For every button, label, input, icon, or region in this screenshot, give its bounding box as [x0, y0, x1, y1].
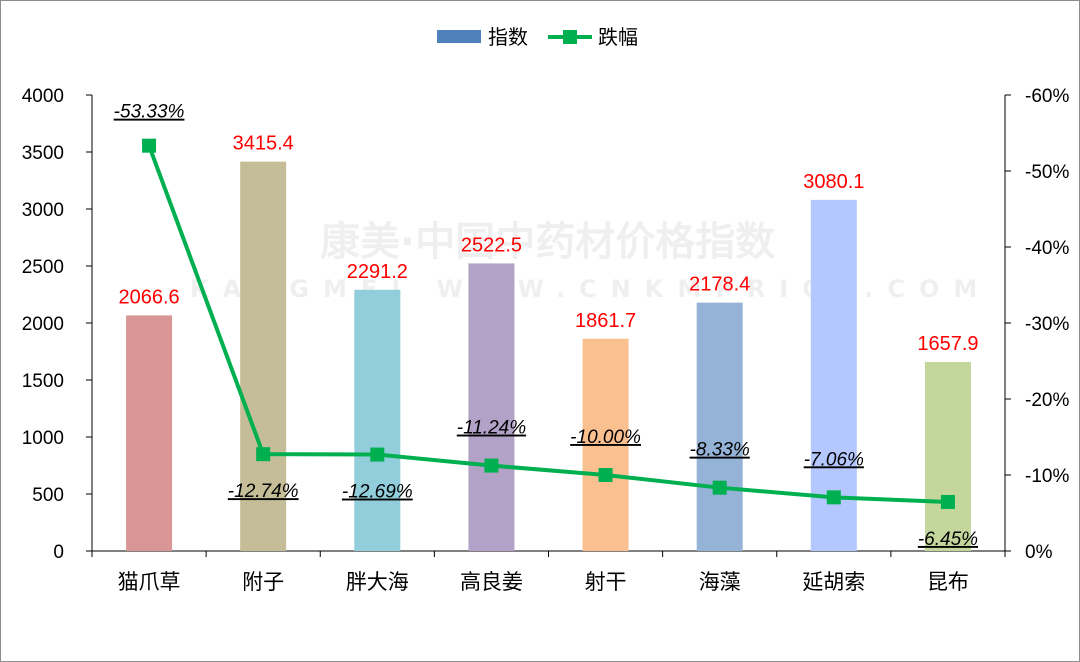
watermark-line2: KANGMEI WWW.CNKMPRICE.COM — [190, 275, 991, 303]
line-value-label: -10.00% — [570, 427, 641, 448]
bar-value-label: 2291.2 — [347, 261, 408, 283]
x-tick-label: 高良姜 — [460, 570, 523, 594]
line-value-label: -8.33% — [690, 440, 750, 461]
line-point — [370, 447, 385, 462]
line-point — [484, 458, 499, 473]
y-left-tick-label: 0 — [53, 542, 64, 563]
y-right-tick-label: -20% — [1025, 390, 1069, 411]
line-value-label: -6.45% — [918, 529, 978, 550]
line-path — [147, 144, 949, 504]
y-left-tick-label: 2000 — [22, 314, 64, 335]
bar-value-label: 1861.7 — [575, 310, 636, 332]
watermark: 康美·中国中药材价格指数 KANGMEI WWW.CNKMPRICE.COM — [190, 219, 991, 303]
legend-bar-label: 指数 — [488, 25, 528, 49]
bar-series — [126, 161, 971, 552]
line-value-label: -53.33% — [114, 102, 185, 123]
bar-value-label: 2522.5 — [461, 234, 522, 256]
legend-line-marker — [563, 30, 577, 44]
y-right-tick-label: 0% — [1025, 542, 1053, 563]
y-left-tick-label: 2500 — [22, 257, 64, 278]
y-left-tick-label: 1000 — [22, 428, 64, 449]
bar — [696, 302, 743, 551]
x-tick-label: 延胡索 — [802, 570, 865, 594]
y-left-tick-label: 500 — [32, 485, 64, 506]
bar-value-label: 1657.9 — [917, 333, 978, 355]
bar-value-label: 2178.4 — [689, 274, 750, 296]
x-tick-label: 昆布 — [927, 570, 969, 594]
y-right-tick-label: -30% — [1025, 314, 1069, 335]
line-value-label: -12.74% — [228, 481, 299, 502]
line-point — [598, 468, 613, 482]
legend-bar-swatch — [437, 30, 481, 43]
y-right-tick-label: -60% — [1025, 86, 1069, 107]
data-labels: 2066.6 3415.4 2291.2 2522.5 1861.7 2178.4 3080… — [114, 102, 979, 550]
bar — [126, 315, 173, 551]
bar-value-label: 3080.1 — [803, 171, 864, 193]
bar — [240, 161, 287, 551]
y-left-tick-label: 3000 — [22, 200, 64, 221]
y-left-tick-label: 3500 — [22, 143, 64, 164]
legend-line-label: 跌幅 — [598, 25, 638, 49]
y-left-tick-label: 1500 — [22, 371, 64, 392]
line-point — [712, 480, 727, 495]
bar — [354, 289, 401, 551]
line-series — [142, 138, 955, 509]
line-point — [256, 447, 271, 462]
y-right-tick-label: -50% — [1025, 162, 1069, 183]
bar — [468, 263, 515, 551]
y-left-tick-label: 4000 — [22, 86, 64, 107]
line-value-label: -11.24% — [457, 418, 526, 439]
line-point — [142, 138, 157, 153]
x-tick-label: 猫爪草 — [118, 570, 181, 594]
axes: 0 500 1000 1500 2000 2500 3000 3500 4000 0% -10% -2… — [22, 86, 1070, 594]
line-value-label: -12.69% — [342, 482, 413, 503]
x-tick-label: 附子 — [242, 570, 284, 594]
y-right-tick-label: -40% — [1025, 238, 1069, 259]
line-value-label: -7.06% — [804, 449, 864, 470]
bar — [582, 338, 629, 551]
watermark-line1: 康美·中国中药材价格指数 — [320, 219, 775, 265]
line-point — [826, 490, 841, 505]
bar-value-label: 2066.6 — [118, 286, 179, 308]
legend: 指数 跌幅 — [437, 25, 638, 49]
x-tick-label: 射干 — [585, 570, 627, 594]
bar-value-label: 3415.4 — [233, 133, 294, 155]
line-point — [940, 494, 955, 509]
y-right-tick-label: -10% — [1025, 466, 1069, 487]
x-tick-label: 胖大海 — [346, 570, 409, 594]
bar — [924, 361, 971, 551]
x-tick-label: 海藻 — [699, 570, 741, 594]
